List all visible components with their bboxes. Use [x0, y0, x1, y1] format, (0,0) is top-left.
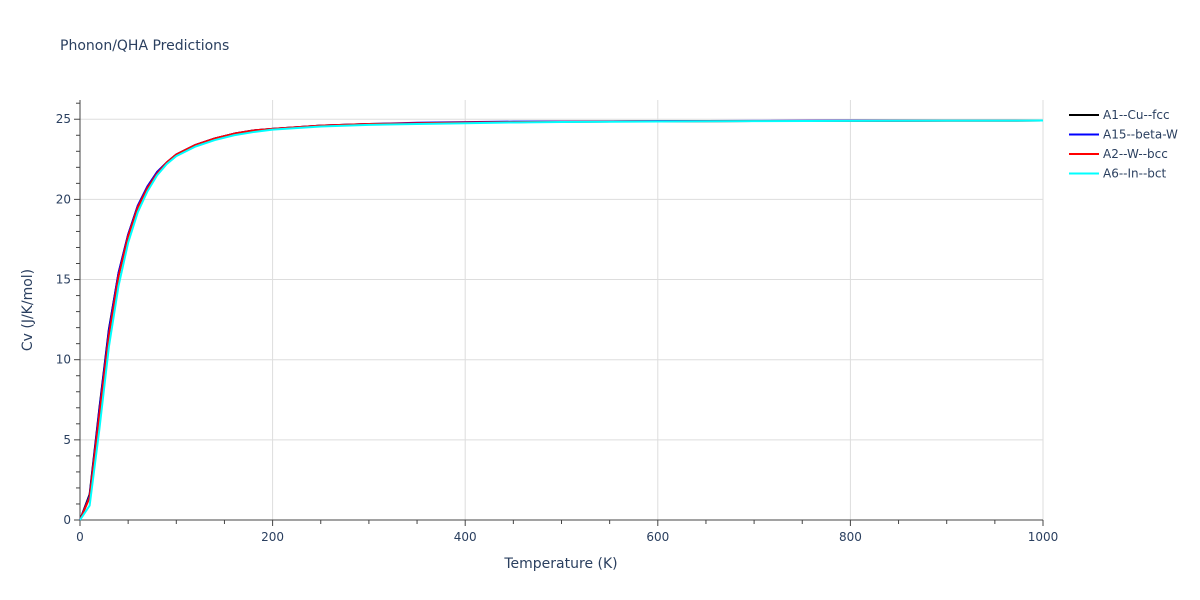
- y-tick-label: 10: [56, 353, 71, 367]
- y-tick-label: 5: [63, 433, 71, 447]
- y-tick-label: 25: [56, 112, 71, 126]
- legend-label: A1--Cu--fcc: [1103, 108, 1170, 122]
- x-tick-label: 200: [261, 530, 284, 544]
- series-line-3: [79, 119, 1044, 521]
- legend: A1--Cu--fcc A15--beta-W A2--W--bcc A6--In--…: [1069, 108, 1178, 181]
- y-tick-label: 0: [63, 513, 71, 527]
- x-tick-label: 600: [646, 530, 669, 544]
- y-tick-label: 15: [56, 273, 71, 287]
- legend-label: A15--beta-W: [1103, 128, 1178, 142]
- legend-label: A6--In--bct: [1103, 167, 1167, 181]
- legend-label: A2--W--bcc: [1103, 147, 1168, 161]
- x-axis-title: Temperature (K): [503, 556, 617, 572]
- x-tick-label: 1000: [1028, 530, 1059, 544]
- x-tick-label: 800: [839, 530, 862, 544]
- tick-labels: 0 200 400 600 800 1000 0 5 10 15 20 25: [56, 112, 1059, 544]
- x-tick-label: 0: [76, 530, 84, 544]
- y-tick-label: 20: [56, 192, 71, 206]
- y-axis-title: Cv (J/K/mol): [20, 269, 36, 351]
- plot-area: [79, 119, 1044, 521]
- chart-title: Phonon/QHA Predictions: [60, 38, 229, 54]
- x-tick-label: 400: [454, 530, 477, 544]
- axes: [74, 100, 1044, 526]
- grid: [80, 100, 1044, 520]
